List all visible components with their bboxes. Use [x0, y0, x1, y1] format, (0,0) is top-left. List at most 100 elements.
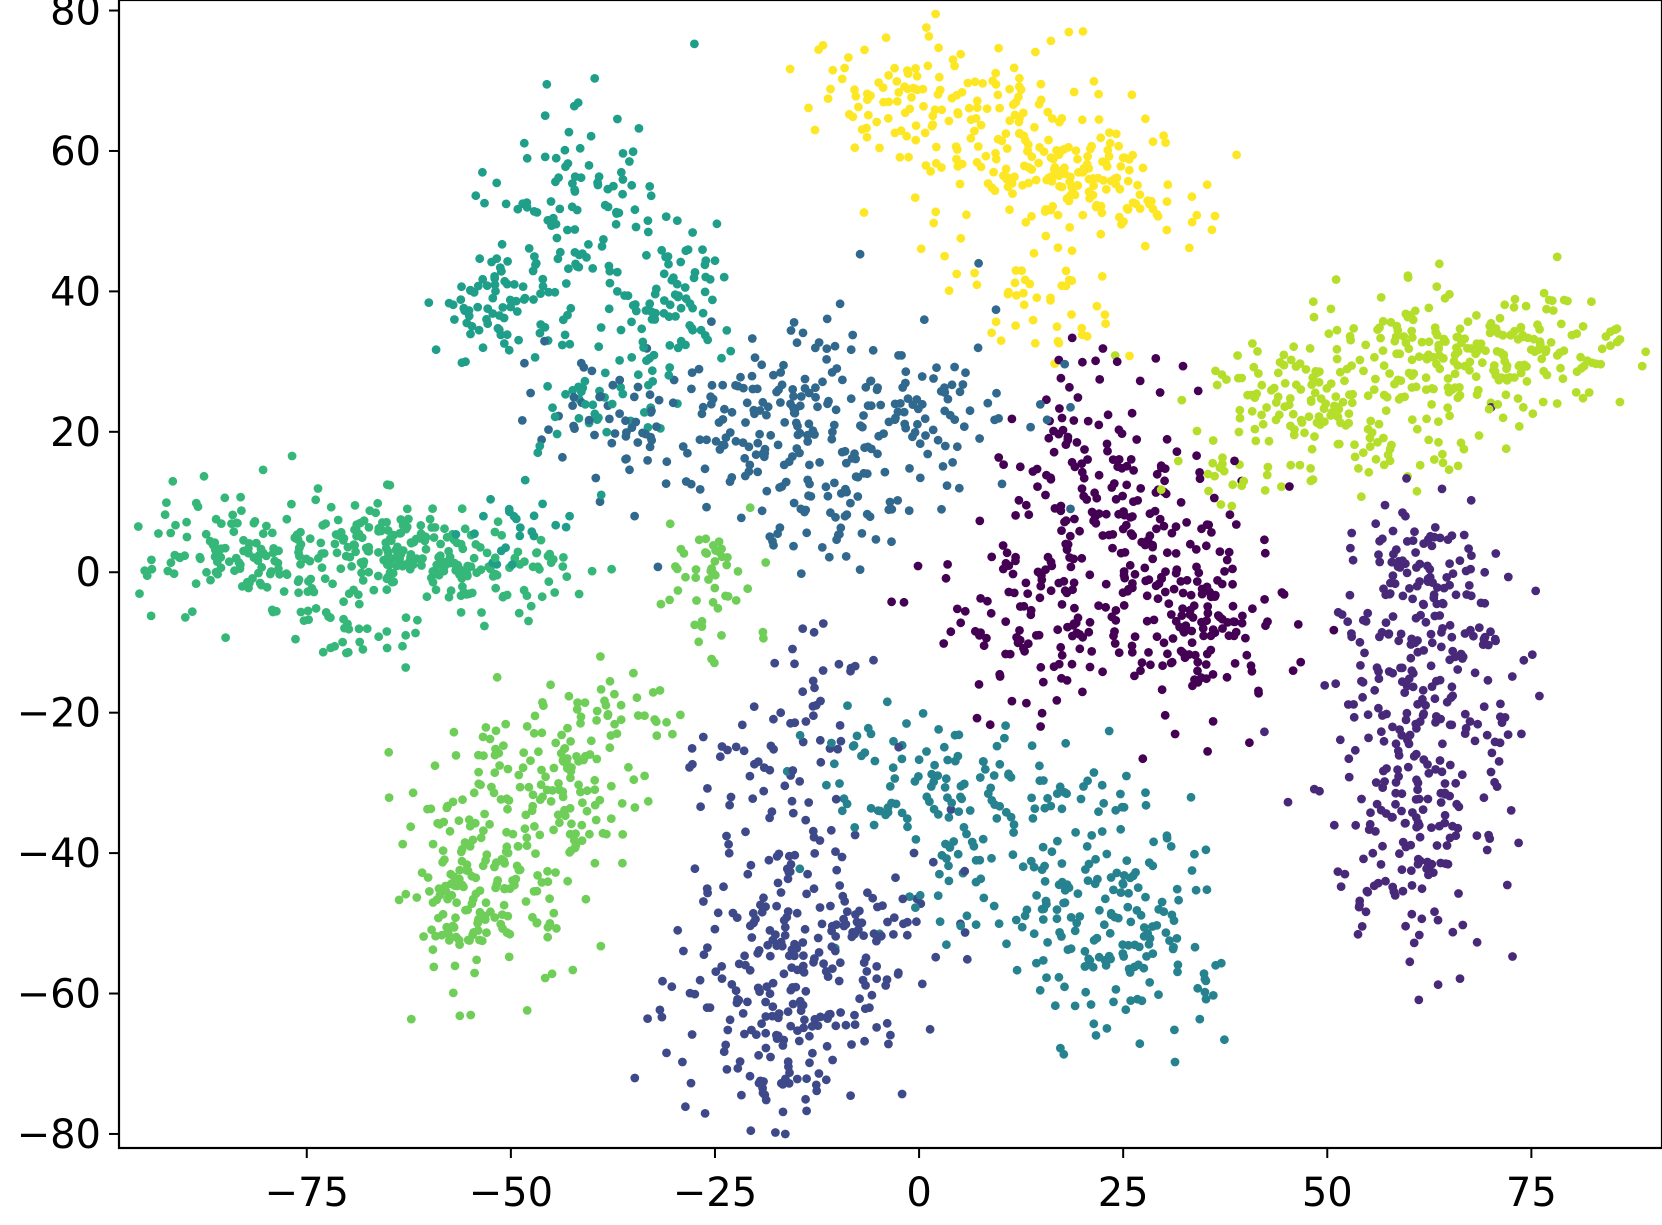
scatter-point [1111, 606, 1121, 615]
scatter-point [953, 849, 963, 859]
scatter-point [956, 233, 966, 243]
scatter-point [491, 883, 500, 893]
scatter-point [627, 317, 636, 327]
scatter-point [600, 200, 610, 210]
scatter-point [1029, 248, 1039, 258]
scatter-point [463, 905, 473, 915]
scatter-point [1288, 666, 1298, 675]
scatter-point [570, 424, 579, 433]
scatter-point [1320, 681, 1330, 690]
scatter-point [1415, 717, 1425, 726]
scatter-point [956, 49, 966, 59]
scatter-point [1436, 798, 1446, 807]
scatter-point [934, 72, 944, 82]
scatter-point [1203, 608, 1213, 618]
scatter-point [827, 738, 836, 748]
scatter-point [901, 423, 911, 433]
scatter-point [569, 836, 579, 845]
scatter-point [1336, 882, 1346, 891]
scatter-point [627, 180, 637, 190]
scatter-point [1005, 649, 1015, 659]
scatter-point [1381, 406, 1391, 415]
scatter-point [1210, 628, 1220, 638]
scatter-point [1508, 952, 1517, 961]
scatter-point [1073, 154, 1082, 164]
scatter-point [1161, 567, 1170, 576]
scatter-point [874, 78, 884, 87]
scatter-point [1380, 777, 1389, 786]
scatter-point [1547, 296, 1557, 306]
scatter-point [681, 572, 690, 582]
scatter-point [497, 910, 507, 919]
scatter-point [596, 490, 606, 500]
scatter-point [191, 498, 201, 508]
scatter-point [558, 562, 568, 571]
points-layer [133, 9, 1651, 1139]
scatter-point [605, 278, 615, 288]
scatter-point [1245, 738, 1254, 748]
scatter-point [1266, 385, 1276, 395]
scatter-point [987, 853, 996, 863]
scatter-point [1132, 906, 1142, 915]
scatter-point [1052, 789, 1062, 798]
scatter-point [552, 233, 562, 243]
scatter-point [1002, 939, 1011, 949]
scatter-point [1388, 722, 1397, 732]
scatter-point [1349, 700, 1358, 709]
scatter-point [618, 189, 627, 199]
scatter-point [1035, 761, 1044, 771]
scatter-point [295, 543, 304, 553]
scatter-point [1060, 982, 1069, 992]
scatter-point [515, 531, 525, 541]
scatter-point [1127, 647, 1137, 657]
scatter-point [1437, 484, 1447, 494]
scatter-point [1304, 412, 1314, 422]
scatter-point [320, 574, 330, 583]
scatter-point [1148, 137, 1158, 147]
scatter-point [957, 159, 967, 169]
scatter-point [1480, 632, 1490, 642]
scatter-point [1407, 909, 1417, 919]
scatter-point [597, 242, 607, 251]
scatter-point [417, 561, 426, 570]
scatter-point [591, 473, 601, 483]
scatter-point [1087, 141, 1096, 151]
scatter-point [1015, 626, 1024, 635]
scatter-point [848, 330, 858, 340]
scatter-point [779, 360, 788, 370]
scatter-point [1060, 169, 1070, 179]
scatter-point [1279, 350, 1289, 360]
scatter-point [460, 524, 470, 534]
scatter-point [1397, 865, 1407, 875]
scatter-point [913, 419, 922, 429]
scatter-point [592, 716, 601, 725]
scatter-point [676, 257, 686, 267]
scatter-point [889, 736, 898, 746]
scatter-point [519, 295, 529, 304]
scatter-point [401, 889, 411, 899]
scatter-point [648, 377, 658, 386]
scatter-point [282, 514, 292, 524]
scatter-point [472, 955, 481, 965]
scatter-point [778, 1080, 788, 1089]
scatter-point [1057, 932, 1066, 941]
scatter-point [1024, 510, 1034, 520]
scatter-point [1293, 620, 1303, 629]
scatter-point [1097, 827, 1107, 836]
scatter-point [1314, 378, 1324, 387]
scatter-point [1125, 560, 1135, 570]
scatter-point [1132, 435, 1142, 444]
scatter-point [1133, 883, 1143, 892]
scatter-point [1136, 666, 1145, 676]
scatter-point [786, 399, 795, 409]
scatter-point [1472, 311, 1481, 320]
scatter-point [1052, 696, 1062, 705]
scatter-point [767, 807, 777, 817]
scatter-point [1043, 938, 1052, 947]
scatter-point [1122, 461, 1132, 471]
scatter-point [1408, 594, 1417, 604]
scatter-point [696, 802, 705, 812]
scatter-point [1264, 436, 1274, 446]
scatter-point [1069, 416, 1079, 425]
scatter-point [1230, 456, 1239, 466]
